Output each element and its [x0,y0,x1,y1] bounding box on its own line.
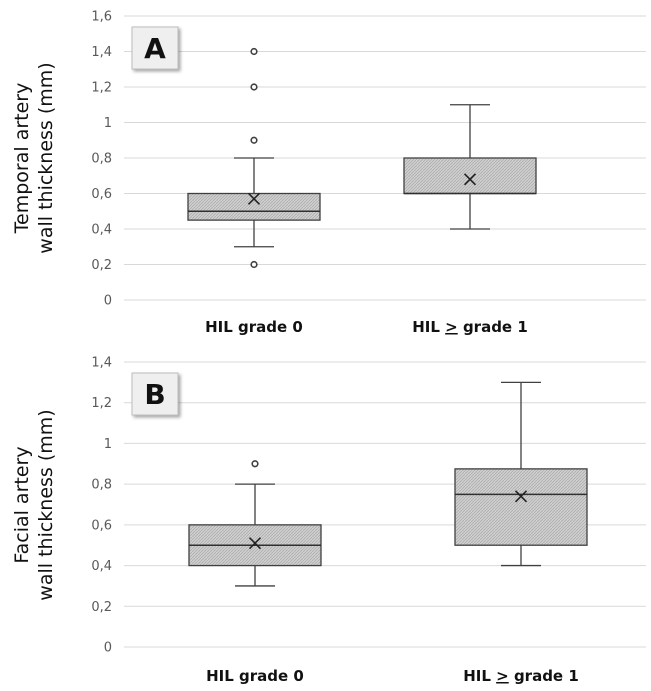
box [454,468,588,546]
mean-marker [247,192,261,205]
y-tick-label: 1,6 [91,10,112,25]
x-category-label: HIL > grade 1 [463,667,579,685]
panel-b: 0 0,2 0,4 0,6 0,8 1 1,2 1,4 Facial artery wall th… [11,356,646,685]
y-axis-label: Temporal artery [11,83,33,235]
y-tick-label: 0 [104,641,112,656]
panel-label-box [131,26,179,70]
outlier-point [251,460,259,468]
y-tick-label: 1,4 [91,45,112,60]
y-tick-label: 1,2 [91,396,112,411]
y-tick-label: 0,4 [91,559,112,574]
x-category-label: HIL grade 0 [205,318,303,336]
x-category-label: HIL grade 0 [206,667,304,685]
y-tick-label: 1,2 [91,81,112,96]
y-axis-label: wall thickness (mm) [35,62,57,253]
x-category-label: HIL > grade 1 [412,318,528,336]
y-tick-label: 0,2 [91,258,112,273]
outlier-point [250,136,258,144]
y-axis-label: Facial artery [11,446,33,563]
y-tick-label: 1,4 [91,356,112,371]
panel-label: B [144,378,165,411]
mean-marker [463,173,477,186]
y-tick-label: 0,4 [91,223,112,238]
y-tick-label: 0,8 [91,152,112,167]
y-tick-label: 0,6 [91,187,112,202]
panel-label: A [144,32,166,65]
y-tick-label: 1 [104,116,112,131]
outlier-point [250,260,258,269]
box [187,192,321,221]
y-tick-label: 0 [104,294,112,309]
y-tick-label: 0,6 [91,518,112,533]
y-axis-label: wall thickness (mm) [35,409,57,600]
y-tick-label: 0,2 [91,600,112,615]
outlier-point [250,47,258,56]
y-tick-label: 0,8 [91,478,112,493]
panel-a: 0 0,2 0,4 0,6 0,8 1 1,2 1,4 1,6 Temporal artery wa… [11,10,646,336]
outlier-point [250,83,258,91]
y-tick-label: 1 [104,437,112,452]
mean-marker [248,537,262,550]
panel-label-box [131,372,179,416]
box [403,157,537,195]
mean-marker [514,490,528,503]
